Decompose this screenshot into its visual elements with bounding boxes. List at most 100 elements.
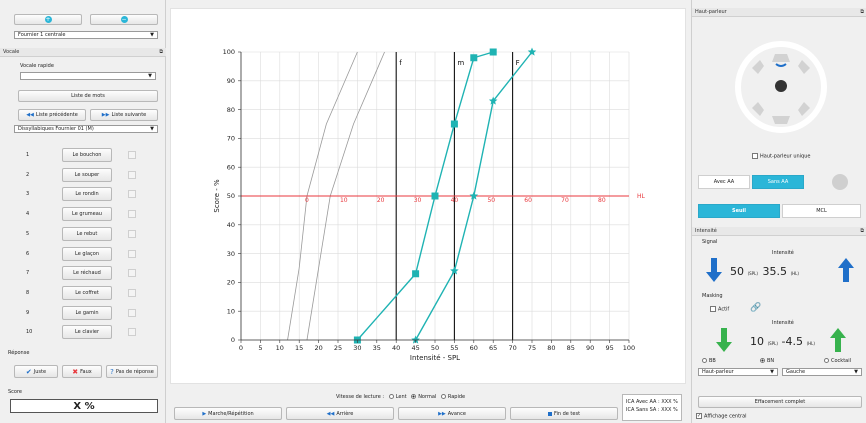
word-checkbox[interactable] (128, 151, 136, 159)
radio-lent[interactable]: Lent (388, 394, 407, 400)
juste-button[interactable]: ✔ Juste (14, 365, 58, 378)
hp-unique-label: Haut-parleur unique (760, 153, 811, 160)
liste-precedente-button[interactable]: ◀◀ Liste précédente (18, 109, 86, 121)
x-tick-label: 10 (276, 344, 284, 352)
speaker-front-icon[interactable] (772, 54, 790, 62)
x-tick-label: 40 (392, 344, 400, 352)
liste-mots-button[interactable]: Liste de mots (18, 90, 158, 102)
word-checkbox[interactable] (128, 328, 136, 337)
speaker-back-icon[interactable] (772, 116, 790, 124)
marche-button[interactable]: ▶ Marche/Répétition (174, 407, 282, 420)
intensite-title: Intensité (695, 228, 717, 234)
pas-de-reponse-button[interactable]: ? Pas de réponse (106, 365, 158, 378)
plus-icon: + (44, 16, 52, 23)
speaker-back-right-icon[interactable] (798, 102, 810, 116)
word-button[interactable]: Le gamin (62, 305, 112, 320)
faux-label: Faux (80, 368, 92, 375)
lent-label: Lent (395, 394, 407, 400)
remove-list-button[interactable]: − (90, 14, 158, 25)
forward-icon: ▶▶ (101, 112, 110, 118)
word-checkbox[interactable] (128, 308, 136, 317)
link-icon[interactable]: 🔗 (750, 303, 762, 313)
avec-aa-tab[interactable]: Avec AA (698, 175, 750, 189)
affichage-checkbox[interactable]: ✓ Affichage central (696, 413, 747, 420)
hl-tick-label: 80 (598, 197, 606, 204)
word-button[interactable]: Le réchaud (62, 266, 112, 281)
word-checkbox[interactable] (128, 170, 136, 179)
radio-normal[interactable]: Normal (411, 394, 436, 400)
fin-label: Fin de test (553, 410, 581, 417)
x-tick-label: 35 (373, 344, 381, 352)
x-tick-label: 15 (295, 344, 303, 352)
marche-label: Marche/Répétition (208, 410, 254, 417)
list-select[interactable]: Fournier 1 centrale ▼ (14, 31, 158, 39)
signal-down-button[interactable] (706, 258, 722, 284)
word-row: 2 Le souper (0, 167, 166, 182)
word-label: Le clavier (74, 329, 100, 336)
undock-icon[interactable]: ⧉ (860, 9, 864, 15)
word-checkbox[interactable] (128, 190, 136, 199)
y-tick-label: 40 (227, 221, 235, 229)
juste-label: Juste (33, 368, 47, 375)
radio-bb[interactable]: BB (702, 358, 716, 364)
word-button[interactable]: Le glaçon (62, 246, 112, 261)
sans-aa-tab[interactable]: Sans AA (752, 175, 804, 189)
word-checkbox[interactable] (128, 229, 136, 238)
liste-suivante-button[interactable]: ▶▶ Liste suivante (90, 109, 158, 121)
undock-icon[interactable]: ⧉ (860, 228, 864, 234)
word-checkbox[interactable] (128, 269, 136, 278)
word-button[interactable]: Le rebut (62, 226, 112, 241)
pas-de-reponse-label: Pas de réponse (115, 368, 154, 375)
hl-tick-label: 20 (377, 197, 385, 204)
masking-down-button[interactable] (716, 328, 732, 354)
speaker-front-left-icon[interactable] (752, 60, 764, 74)
fin-button[interactable]: Fin de test (510, 407, 618, 420)
radio-bn[interactable]: BN (760, 358, 774, 364)
word-button[interactable]: Le souper (62, 167, 112, 182)
transducer-select[interactable]: Haut-parleur ▼ (698, 368, 778, 376)
vocale-rapide-select[interactable]: ▼ (20, 72, 156, 80)
word-checkbox[interactable] (128, 288, 136, 297)
side-select[interactable]: Gauche ▼ (782, 368, 862, 376)
word-button[interactable]: Le bouchon (62, 148, 112, 162)
masking-up-button[interactable] (830, 328, 846, 354)
left-panel: + − Fournier 1 centrale ▼ Vocale ⧉ Vocal… (0, 0, 166, 423)
mcl-tab[interactable]: MCL (782, 204, 861, 218)
seuil-tab[interactable]: Seuil (698, 204, 780, 218)
actif-checkbox[interactable]: Actif (710, 306, 729, 313)
list-type-select[interactable]: Dissyllabiques Fournier 01 (M) ▼ (14, 125, 158, 133)
speaker-front-right-icon[interactable] (798, 60, 810, 74)
radio-rapide[interactable]: Rapide (440, 394, 465, 400)
masking-hl-unit: (HL) (806, 341, 815, 346)
y-tick-label: 90 (227, 77, 235, 85)
word-row: 4 Le grumeau (0, 207, 166, 222)
cross-icon: ✖ (72, 367, 79, 376)
undock-icon[interactable]: ⧉ (159, 49, 163, 55)
word-checkbox[interactable] (128, 249, 136, 258)
arrow-down-icon (716, 328, 732, 352)
square-point (431, 192, 439, 200)
masking-label: Masking (702, 293, 723, 299)
forward-icon: ▶▶ (438, 410, 446, 417)
word-button[interactable]: Le rondin (62, 187, 112, 202)
word-button[interactable]: Le coffret (62, 285, 112, 300)
avance-button[interactable]: ▶▶ Avance (398, 407, 506, 420)
radio-cocktail[interactable]: Cocktail (824, 358, 851, 364)
arriere-button[interactable]: ◀◀ Arrière (286, 407, 394, 420)
add-list-button[interactable]: + (14, 14, 82, 25)
word-button[interactable]: Le clavier (62, 325, 112, 340)
effacement-button[interactable]: Effacement complet (698, 396, 862, 408)
speaker-back-left-icon[interactable] (752, 102, 764, 116)
signal-up-button[interactable] (838, 258, 854, 284)
word-row: 5 Le rebut (0, 226, 166, 241)
vocale-title: Vocale (3, 49, 20, 55)
bn-label: BN (767, 358, 775, 364)
avec-aa-label: Avec AA (713, 179, 735, 185)
word-number: 4 (26, 211, 30, 218)
word-button[interactable]: Le grumeau (62, 207, 112, 222)
hp-unique[interactable]: Haut-parleur unique (752, 153, 810, 160)
word-number: 2 (26, 171, 30, 178)
faux-button[interactable]: ✖ Faux (62, 365, 102, 378)
word-checkbox[interactable] (128, 210, 136, 219)
signal-spl-value: 50 (730, 265, 744, 278)
